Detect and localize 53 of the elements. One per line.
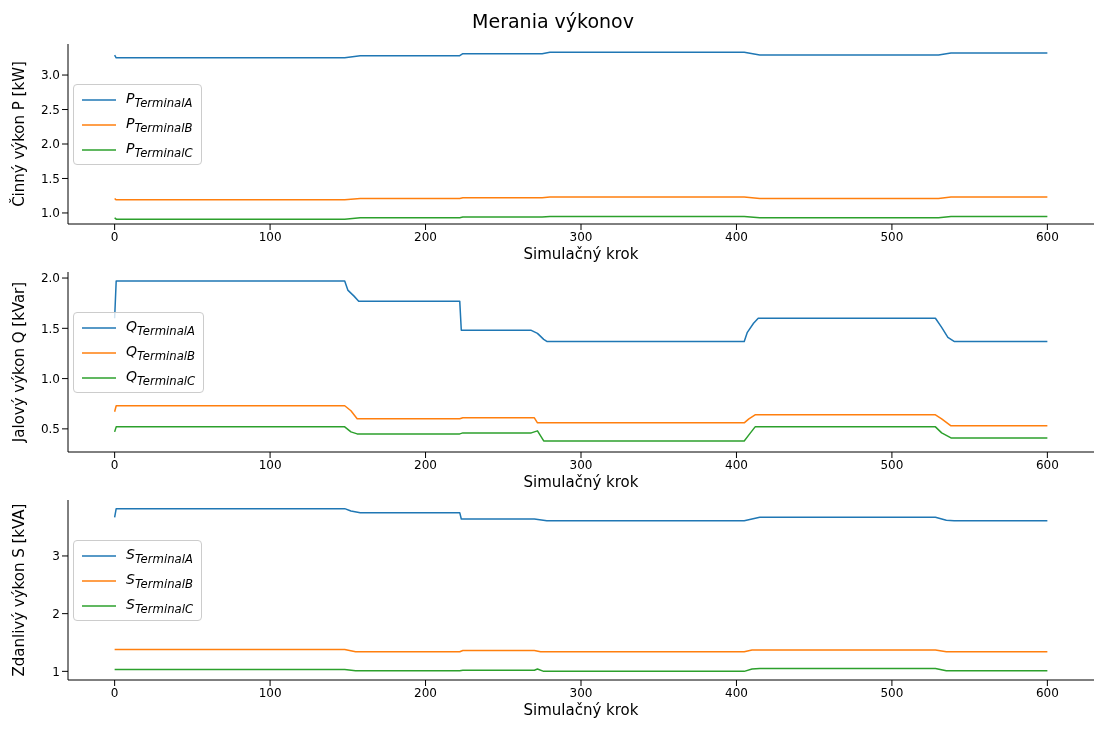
legend-label: S$_{TerminalA}$ bbox=[126, 545, 193, 566]
x-tick-label: 200 bbox=[414, 229, 437, 244]
y-tick-label: 2.5 bbox=[40, 102, 60, 117]
x-tick-label: 100 bbox=[258, 457, 282, 472]
x-tick-label: 600 bbox=[1035, 685, 1059, 700]
x-tick-label: 300 bbox=[569, 229, 593, 244]
legend-label: P$_{TerminalB}$ bbox=[126, 114, 193, 135]
legend-label: P$_{TerminalC}$ bbox=[126, 139, 193, 160]
legend-label: S$_{TerminalC}$ bbox=[126, 595, 194, 616]
x-tick-label: 0 bbox=[110, 457, 119, 472]
x-axis-title: Simulačný krok bbox=[522, 473, 640, 491]
x-tick-label: 0 bbox=[110, 685, 119, 700]
x-tick-label: 500 bbox=[880, 457, 904, 472]
line-series bbox=[113, 426, 1049, 442]
x-tick-label: 400 bbox=[725, 457, 748, 472]
x-tick-label: 500 bbox=[880, 685, 904, 700]
x-axis-title: Simulačný krok bbox=[522, 245, 640, 263]
legend-label: P$_{TerminalA}$ bbox=[126, 89, 193, 110]
x-tick-label: 500 bbox=[880, 229, 904, 244]
x-axis-title: Simulačný krok bbox=[522, 701, 640, 719]
x-tick-label: 200 bbox=[414, 685, 437, 700]
y-tick-label: 1.0 bbox=[40, 206, 60, 221]
x-tick-label: 100 bbox=[258, 685, 282, 700]
y-tick-label: 1.0 bbox=[40, 371, 60, 386]
legend-label: Q$_{TerminalA}$ bbox=[126, 317, 196, 338]
x-tick-label: 300 bbox=[569, 685, 593, 700]
y-tick-label: 1 bbox=[52, 664, 60, 679]
x-tick-label: 300 bbox=[569, 457, 593, 472]
y-tick-label: 3 bbox=[52, 549, 60, 564]
legend-label: Q$_{TerminalC}$ bbox=[126, 367, 196, 388]
x-tick-label: 600 bbox=[1035, 457, 1059, 472]
y-axis-title: Činný výkon P [kW] bbox=[10, 61, 29, 207]
y-tick-label: 2.0 bbox=[40, 137, 60, 152]
y-axis-title: Zdanlivý výkon S [kVA] bbox=[10, 503, 28, 677]
y-tick-label: 0.5 bbox=[40, 422, 60, 437]
y-tick-label: 1.5 bbox=[40, 171, 60, 186]
legend-label: S$_{TerminalB}$ bbox=[126, 570, 193, 591]
line-series bbox=[113, 404, 1049, 427]
y-tick-label: 2 bbox=[52, 606, 60, 621]
chart-title: Merania výkonov bbox=[471, 9, 635, 34]
x-tick-label: 200 bbox=[414, 457, 437, 472]
x-tick-label: 600 bbox=[1035, 229, 1059, 244]
legend-label: Q$_{TerminalB}$ bbox=[126, 342, 196, 363]
x-tick-label: 100 bbox=[258, 229, 282, 244]
y-tick-label: 1.5 bbox=[40, 321, 60, 336]
y-tick-label: 2.0 bbox=[40, 271, 60, 286]
line-series bbox=[113, 280, 1049, 343]
x-tick-label: 0 bbox=[110, 229, 119, 244]
y-tick-label: 3.0 bbox=[40, 68, 60, 83]
y-axis-title: Jalový výkon Q [kVar] bbox=[10, 281, 29, 443]
line-series bbox=[113, 507, 1049, 522]
x-tick-label: 400 bbox=[725, 685, 748, 700]
x-tick-label: 400 bbox=[725, 229, 748, 244]
